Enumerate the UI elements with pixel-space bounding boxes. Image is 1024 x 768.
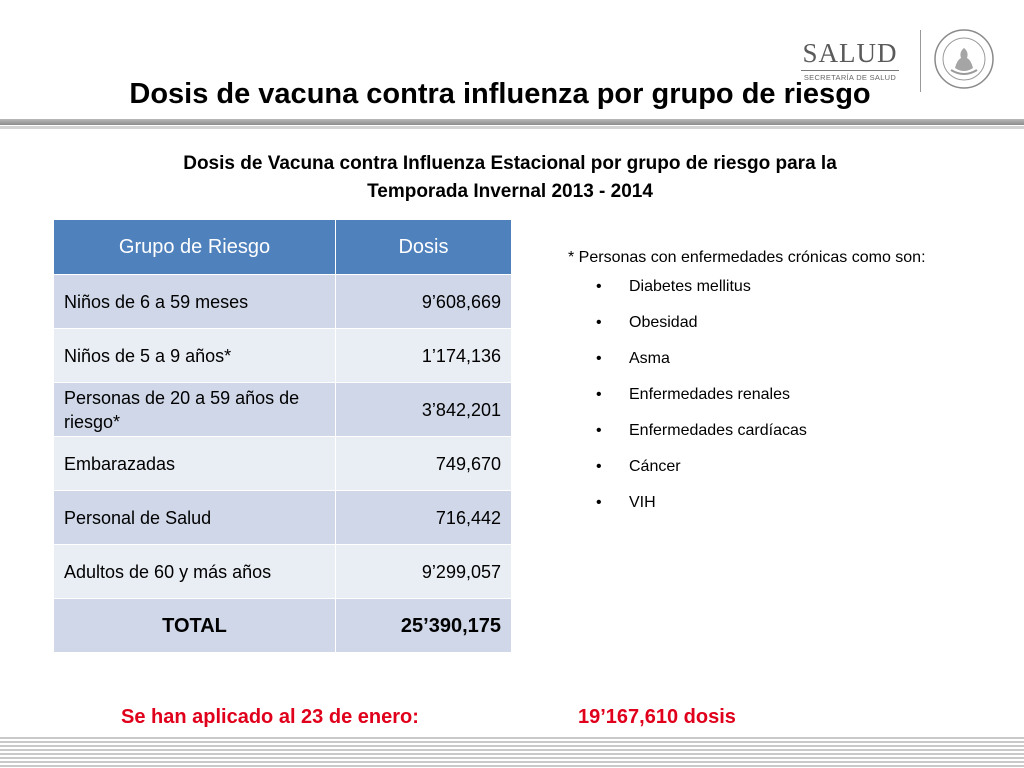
header-bar-shadow xyxy=(0,126,1024,129)
row-doses-cell: 716,442 xyxy=(335,490,512,545)
total-label: TOTAL xyxy=(53,598,336,653)
header-dosis: Dosis xyxy=(335,219,512,275)
total-value: 25’390,175 xyxy=(335,598,512,653)
row-group-cell: Embarazadas xyxy=(53,436,336,491)
caption-line-1: Dosis de Vacuna contra Influenza Estacio… xyxy=(183,153,837,174)
logo-divider xyxy=(920,30,921,92)
list-item-label: VIH xyxy=(629,494,656,511)
list-item: • Diabetes mellitus xyxy=(568,277,1008,313)
row-doses-cell: 9’299,057 xyxy=(335,544,512,599)
row-group-cell: Personal de Salud xyxy=(53,490,336,545)
row-doses-cell: 1’174,136 xyxy=(335,328,512,383)
list-item: • Enfermedades renales xyxy=(568,385,1008,421)
bullet-icon: • xyxy=(596,494,602,511)
applied-value: 19’167,610 dosis xyxy=(578,706,736,728)
list-item-label: Diabetes mellitus xyxy=(629,278,751,295)
chronic-diseases-note: * Personas con enfermedades crónicas com… xyxy=(568,249,1008,529)
bullet-icon: • xyxy=(596,314,602,331)
row-group-cell: Niños de 5 a 9 años* xyxy=(53,328,336,383)
row-doses-cell: 3’842,201 xyxy=(335,382,512,437)
row-doses-cell: 9’608,669 xyxy=(335,274,512,329)
list-item: • Enfermedades cardíacas xyxy=(568,421,1008,457)
caption-line-2: Temporada Invernal 2013 - 2014 xyxy=(367,181,653,202)
row-group-cell: Adultos de 60 y más años xyxy=(53,544,336,599)
logo-sub-text: SECRETARÍA DE SALUD xyxy=(803,73,897,82)
list-item-label: Enfermedades cardíacas xyxy=(629,422,807,439)
row-group-cell: Niños de 6 a 59 meses xyxy=(53,274,336,329)
bullet-icon: • xyxy=(596,278,602,295)
bullet-icon: • xyxy=(596,350,602,367)
bullet-icon: • xyxy=(596,458,602,475)
header-grupo: Grupo de Riesgo xyxy=(53,219,336,275)
row-doses-cell: 749,670 xyxy=(335,436,512,491)
table-row: Niños de 5 a 9 años* 1’174,136 xyxy=(53,328,512,383)
table-row: Adultos de 60 y más años 9’299,057 xyxy=(53,544,512,599)
logo-rule xyxy=(801,70,899,71)
table-caption: Dosis de Vacuna contra Influenza Estacio… xyxy=(100,150,920,206)
table-row: Niños de 6 a 59 meses 9’608,669 xyxy=(53,274,512,329)
table-row: Embarazadas 749,670 xyxy=(53,436,512,491)
footer-stripes xyxy=(0,735,1024,768)
list-item: • VIH xyxy=(568,493,1008,529)
doses-table: Grupo de Riesgo Dosis Niños de 6 a 59 me… xyxy=(53,219,512,653)
row-group-cell: Personas de 20 a 59 años de riesgo* xyxy=(53,382,336,437)
applied-label: Se han aplicado al 23 de enero: xyxy=(121,706,419,728)
bullet-icon: • xyxy=(596,386,602,403)
note-heading: * Personas con enfermedades crónicas com… xyxy=(568,249,926,266)
list-item-label: Enfermedades renales xyxy=(629,386,790,403)
list-item-label: Asma xyxy=(629,350,670,367)
bullet-icon: • xyxy=(596,422,602,439)
table-row: Personas de 20 a 59 años de riesgo* 3’84… xyxy=(53,382,512,437)
total-row: TOTAL 25’390,175 xyxy=(53,598,512,653)
table-row: Personal de Salud 716,442 xyxy=(53,490,512,545)
list-item: • Cáncer xyxy=(568,457,1008,493)
table-header-row: Grupo de Riesgo Dosis xyxy=(53,219,512,275)
header-bar xyxy=(0,119,1024,125)
list-item: • Asma xyxy=(568,349,1008,385)
disease-list: • Diabetes mellitus • Obesidad • Asma • Enfe… xyxy=(568,277,1008,529)
salud-logo: SALUD SECRETARÍA DE SALUD xyxy=(795,38,905,82)
list-item-label: Obesidad xyxy=(629,314,698,331)
page-title: Dosis de vacuna contra influenza por gru… xyxy=(129,78,871,110)
list-item: • Obesidad xyxy=(568,313,1008,349)
list-item-label: Cáncer xyxy=(629,458,681,475)
mexico-seal-icon xyxy=(934,29,994,89)
logo-main-text: SALUD xyxy=(802,38,898,68)
